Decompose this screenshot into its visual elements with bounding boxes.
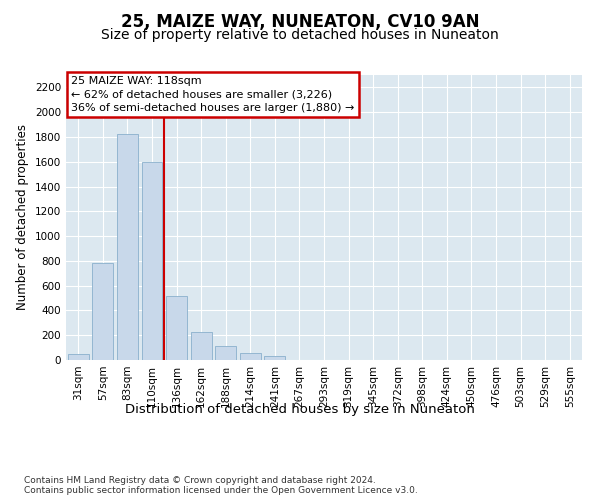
Text: Size of property relative to detached houses in Nuneaton: Size of property relative to detached ho…: [101, 28, 499, 42]
Bar: [68, 354, 89, 360]
Text: Contains HM Land Registry data © Crown copyright and database right 2024.
Contai: Contains HM Land Registry data © Crown c…: [24, 476, 418, 495]
Bar: [191, 332, 212, 360]
Bar: [240, 353, 261, 360]
Bar: [215, 346, 236, 360]
Bar: [92, 264, 113, 360]
Text: 25 MAIZE WAY: 118sqm
← 62% of detached houses are smaller (3,226)
36% of semi-de: 25 MAIZE WAY: 118sqm ← 62% of detached h…: [71, 76, 355, 113]
Bar: [142, 162, 163, 360]
Bar: [117, 134, 138, 360]
Y-axis label: Number of detached properties: Number of detached properties: [16, 124, 29, 310]
Text: 25, MAIZE WAY, NUNEATON, CV10 9AN: 25, MAIZE WAY, NUNEATON, CV10 9AN: [121, 12, 479, 30]
Bar: [265, 356, 286, 360]
Text: Distribution of detached houses by size in Nuneaton: Distribution of detached houses by size …: [125, 402, 475, 415]
Bar: [166, 296, 187, 360]
